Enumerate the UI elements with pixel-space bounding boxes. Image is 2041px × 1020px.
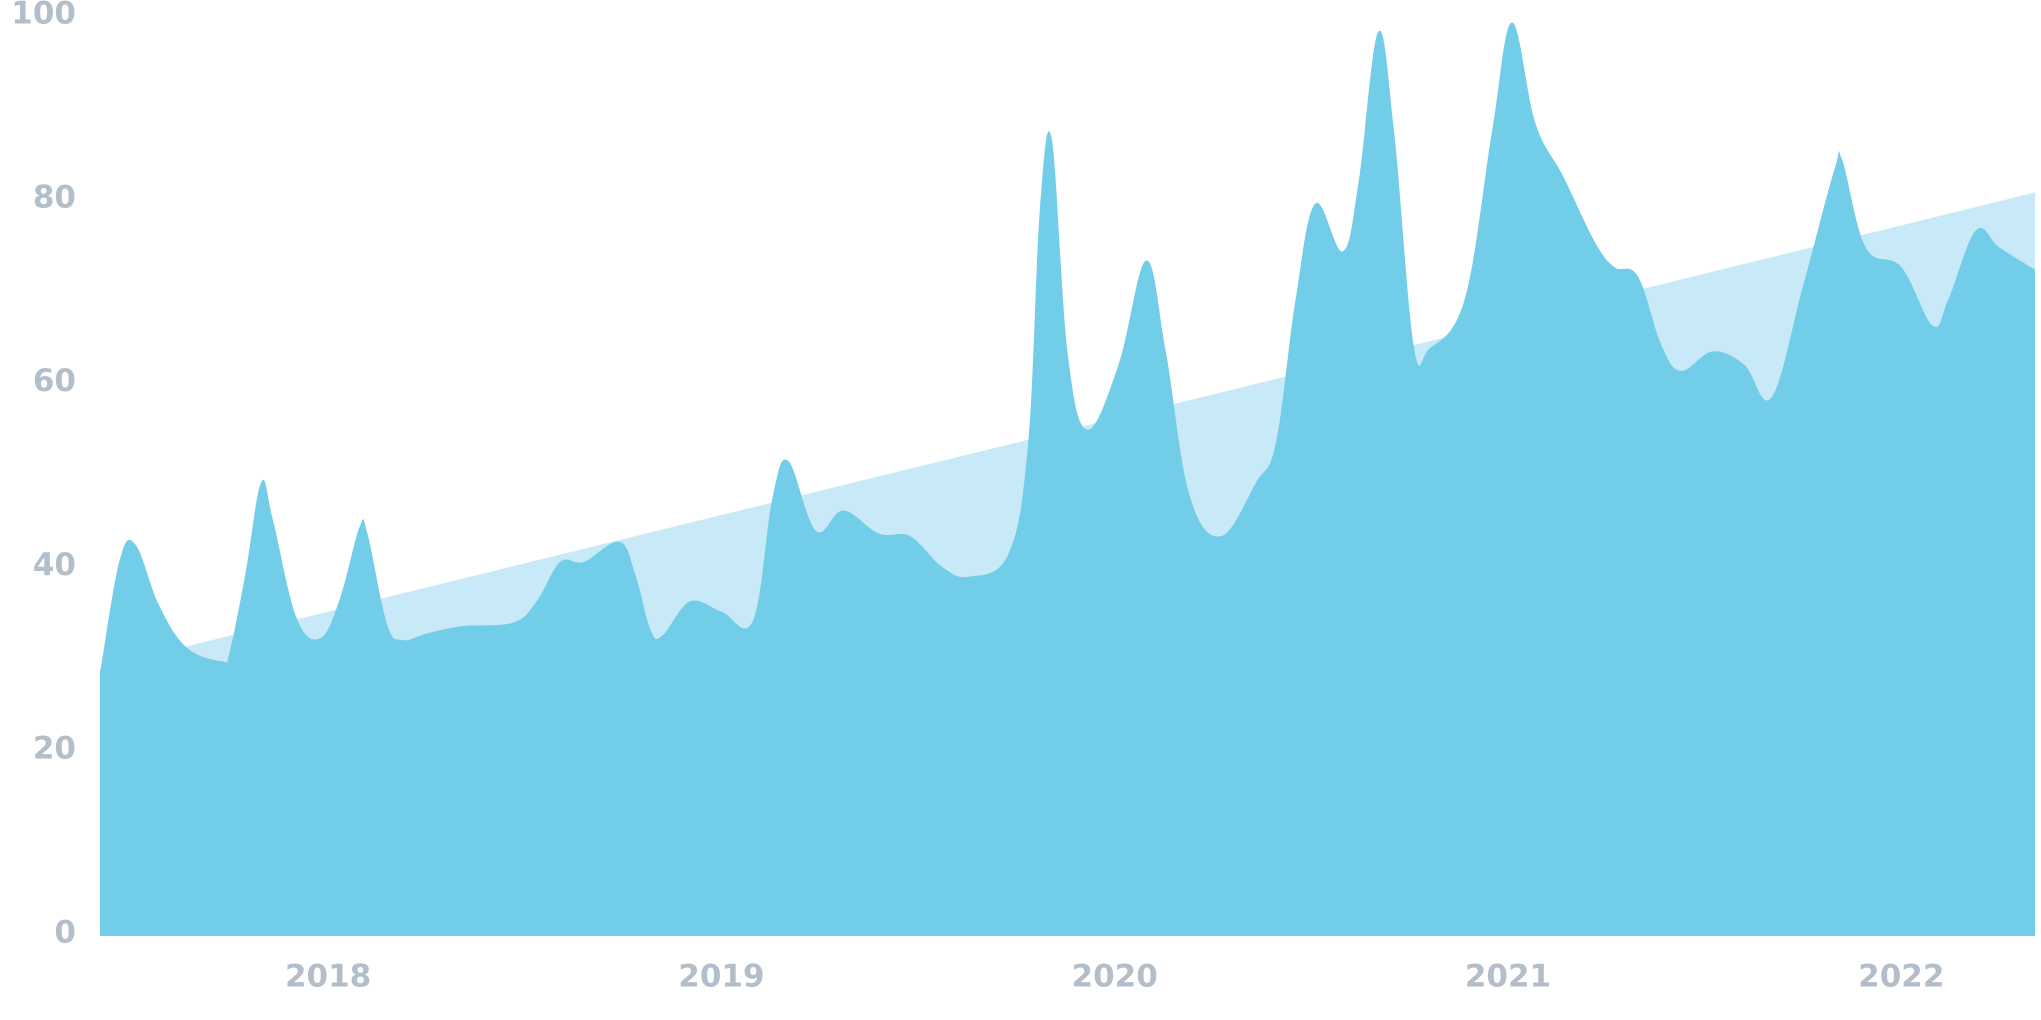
x-tick-label: 2018 xyxy=(285,959,371,995)
y-tick-label: 100 xyxy=(11,0,76,32)
x-tick-label: 2019 xyxy=(678,959,764,995)
y-tick-label: 80 xyxy=(33,179,76,215)
y-tick-label: 0 xyxy=(54,915,76,951)
area xyxy=(100,22,2035,937)
y-tick-label: 40 xyxy=(33,547,76,583)
y-tick-label: 60 xyxy=(33,363,76,399)
x-tick-label: 2020 xyxy=(1072,959,1158,995)
x-tick-label: 2021 xyxy=(1465,959,1551,995)
x-tick-label: 2022 xyxy=(1858,959,1944,995)
y-tick-label: 20 xyxy=(33,731,76,767)
